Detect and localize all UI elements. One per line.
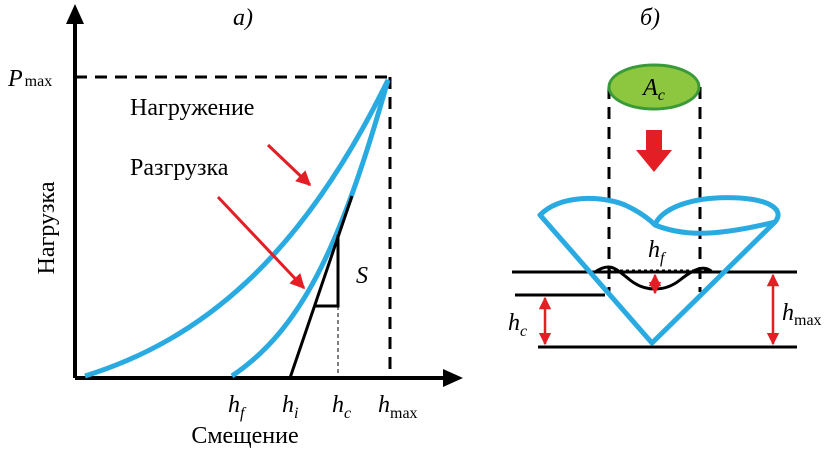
y-axis-title: Нагрузка [34, 181, 60, 274]
residual-imprint [595, 267, 712, 289]
hmax-label: hmax [782, 300, 822, 329]
stiffness-label: S [356, 263, 368, 289]
indenter [540, 198, 778, 343]
indenter-edge [655, 222, 775, 233]
panel-b: б) Ac hf hc hmax [508, 5, 822, 347]
symbol: h [648, 237, 660, 263]
subscript: max [794, 312, 822, 329]
subscript: c [658, 87, 665, 104]
panel-label: а) [233, 5, 253, 31]
y-arrow [66, 4, 84, 24]
symbol: A [641, 75, 658, 101]
x-axis-title: Смещение [191, 423, 298, 449]
x-arrow [443, 369, 463, 387]
subscript: i [294, 405, 298, 422]
symbol: h [332, 392, 344, 418]
x-mark-label: hc [332, 392, 351, 422]
subscript: f [240, 405, 247, 422]
symbol: h [508, 310, 520, 336]
load-arrow [636, 130, 672, 172]
subscript: max [25, 73, 53, 90]
x-mark-label: hmax [378, 392, 418, 422]
loading-arrow [268, 145, 310, 185]
symbol: h [228, 392, 240, 418]
subscript: c [520, 323, 527, 340]
symbol: h [282, 392, 294, 418]
symbol: P [7, 66, 23, 92]
symbol: h [782, 300, 794, 326]
panel-label: б) [640, 5, 660, 31]
subscript: c [344, 405, 351, 422]
symbol: h [378, 392, 390, 418]
unloading-label: Разгрузка [130, 155, 229, 181]
diagram: а) Pmax Нагружение Разгрузка S Нагрузка … [0, 0, 829, 453]
hc-label: hc [508, 310, 527, 340]
x-mark-label: hi [282, 392, 298, 422]
hf-label: hf [648, 237, 667, 267]
loading-label: Нагружение [130, 95, 254, 121]
subscript: f [660, 250, 667, 267]
x-mark-label: hf [228, 392, 247, 422]
unloading-arrow [218, 197, 304, 288]
subscript: max [390, 405, 418, 422]
